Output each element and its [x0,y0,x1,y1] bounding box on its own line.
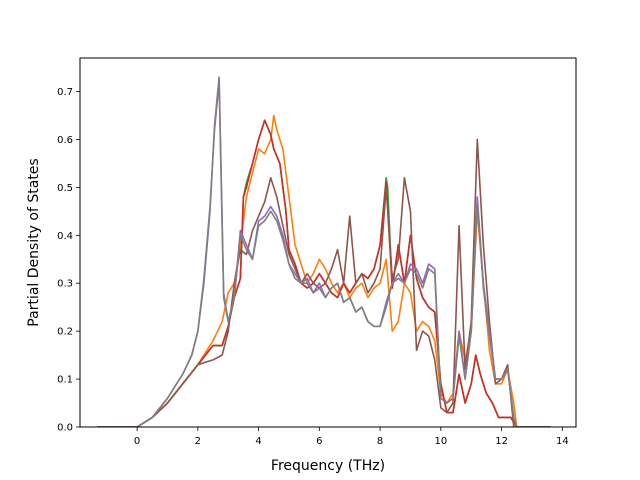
x-tick-label: 10 [434,436,447,447]
y-tick-label: 0.7 [57,87,73,98]
series-line-3 [97,119,551,427]
y-tick-label: 0.0 [57,423,73,434]
y-axis-label: Partial Density of States [26,158,42,326]
x-tick-label: 2 [195,436,201,447]
y-tick-label: 0.2 [57,327,73,338]
x-axis: 0 2 4 6 8 10 12 14 [134,427,569,447]
axes-background [80,58,576,427]
axes-frame [79,57,577,428]
y-tick-label: 0.1 [57,375,73,386]
x-tick-label: 8 [377,436,383,447]
series-line-6 [97,81,551,427]
series-layer [97,76,551,427]
x-tick-label: 4 [255,436,261,447]
x-tick-label: 0 [134,436,140,447]
x-axis-label: Frequency (THz) [271,458,385,474]
y-tick-label: 0.4 [57,231,73,242]
plot-area [79,57,577,428]
x-tick-label: 6 [316,436,322,447]
x-tick-label: 14 [556,436,569,447]
y-tick-label: 0.3 [57,279,73,290]
y-axis: 0.0 0.1 0.2 0.3 0.4 0.5 0.6 0.7 [57,87,80,434]
y-tick-label: 0.5 [57,183,73,194]
y-tick-label: 0.6 [57,135,73,146]
x-tick-label: 12 [495,436,508,447]
